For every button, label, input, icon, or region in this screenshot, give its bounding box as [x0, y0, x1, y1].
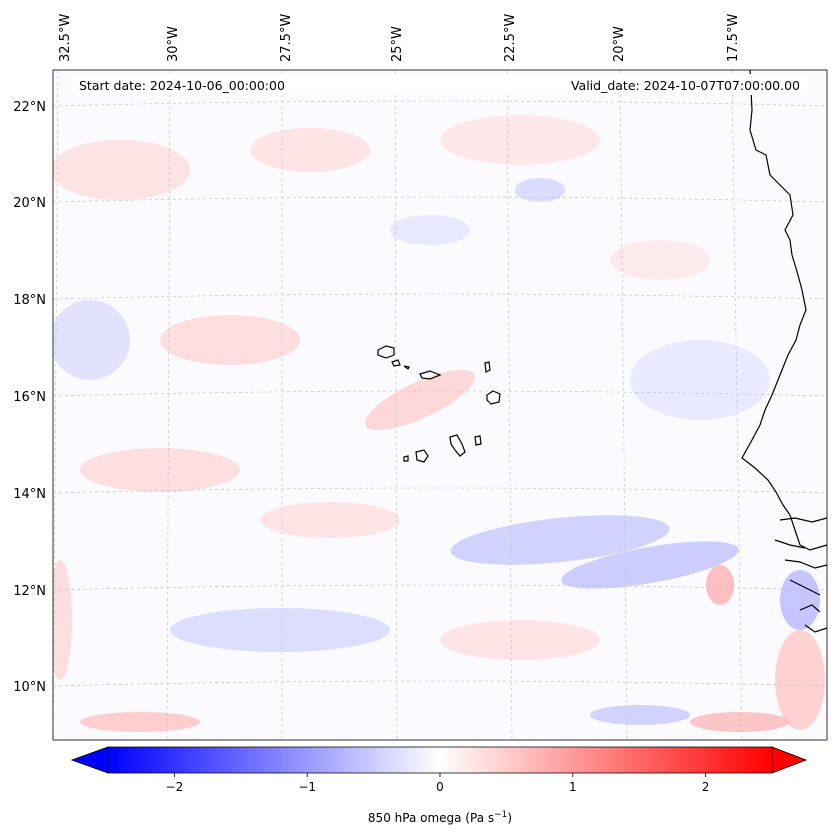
- lat-label: 10°N: [13, 680, 46, 695]
- omega-patch: [590, 705, 690, 725]
- omega-patch: [53, 140, 190, 200]
- omega-patch: [780, 570, 820, 630]
- colorbar-tick-label: 0: [436, 780, 444, 794]
- omega-patch: [80, 712, 200, 732]
- omega-patch: [53, 560, 72, 680]
- lat-label: 18°N: [13, 293, 46, 308]
- gridlines: [52, 69, 828, 741]
- lon-label: 22.5°W: [503, 14, 518, 62]
- longitude-labels: 32.5°W 30°W 27.5°W 25°W 22.5°W 20°W 17.5…: [58, 14, 741, 62]
- africa-coastline: [774, 517, 828, 633]
- omega-patch: [160, 315, 300, 365]
- omega-patch: [450, 515, 670, 565]
- island-santiago: [449, 434, 466, 457]
- lat-label: 16°N: [13, 390, 46, 405]
- lon-label: 17.5°W: [726, 14, 741, 62]
- lat-label: 22°N: [13, 100, 46, 115]
- colorbar-tick-label: 1: [569, 780, 577, 794]
- lat-label: 20°N: [13, 196, 46, 211]
- lon-label: 30°W: [166, 26, 181, 62]
- colorbar: −2 −1 0 1 2 850 hPa omega (Pa s−1): [70, 746, 808, 825]
- omega-patch: [80, 448, 240, 492]
- lat-label: 12°N: [13, 584, 46, 599]
- map-panel: Start date: 2024-10-06_00:00:00 Valid_da…: [52, 69, 828, 741]
- colorbar-tick-label: −2: [166, 780, 184, 794]
- omega-patch: [690, 712, 790, 732]
- omega-patch: [170, 608, 390, 652]
- omega-patch: [706, 565, 734, 605]
- colorbar-title-main: 850 hPa omega (Pa s: [368, 811, 494, 825]
- colorbar-extend-max: [771, 746, 807, 774]
- omega-patch: [630, 340, 770, 420]
- lon-label: 32.5°W: [58, 14, 73, 62]
- start-date-label: Start date: 2024-10-06_00:00:00: [79, 78, 285, 93]
- colorbar-outline: [70, 746, 808, 774]
- island-santa-luzia: [403, 365, 410, 370]
- omega-patch: [610, 240, 710, 280]
- lat-label: 14°N: [13, 487, 46, 502]
- island-santo-antao: [377, 345, 395, 359]
- lon-label: 20°W: [612, 26, 627, 62]
- colorbar-gradient: [108, 747, 772, 773]
- colorbar-ticks: −2 −1 0 1 2: [166, 773, 710, 794]
- omega-field: [53, 115, 825, 732]
- map-frame: [52, 69, 828, 741]
- lon-label: 27.5°W: [279, 14, 294, 62]
- omega-patch: [390, 215, 470, 245]
- africa-coastline: [741, 69, 828, 551]
- island-maio: [474, 435, 482, 446]
- omega-patch: [365, 369, 475, 431]
- omega-patch: [775, 630, 825, 730]
- omega-patch: [53, 300, 130, 380]
- colorbar-extend-min: [71, 746, 109, 774]
- island-boa-vista: [486, 390, 501, 405]
- colorbar-title-sup: −1: [494, 810, 507, 820]
- colorbar-tick-label: 2: [702, 780, 710, 794]
- map-header-bar: [72, 74, 808, 95]
- island-sao-vicente: [391, 359, 401, 367]
- omega-patch: [440, 115, 600, 165]
- island-sao-nicolau: [419, 370, 442, 380]
- omega-patch: [250, 128, 370, 172]
- colorbar-title-end: ): [507, 811, 512, 825]
- latitude-labels: 22°N 20°N 18°N 16°N 14°N 12°N 10°N: [13, 100, 46, 695]
- island-fogo: [415, 449, 429, 463]
- omega-patch: [440, 620, 600, 660]
- island-sal: [484, 361, 491, 373]
- colorbar-tick-label: −1: [298, 780, 316, 794]
- omega-patch: [515, 178, 565, 202]
- omega-patch: [561, 541, 739, 589]
- island-brava: [403, 455, 409, 462]
- omega-patch: [260, 502, 400, 538]
- cape-verde-islands: [377, 345, 501, 463]
- valid-date-label: Valid_date: 2024-10-07T07:00:00.00: [571, 78, 800, 93]
- colorbar-title: 850 hPa omega (Pa s−1): [368, 810, 512, 825]
- lon-label: 25°W: [390, 26, 405, 62]
